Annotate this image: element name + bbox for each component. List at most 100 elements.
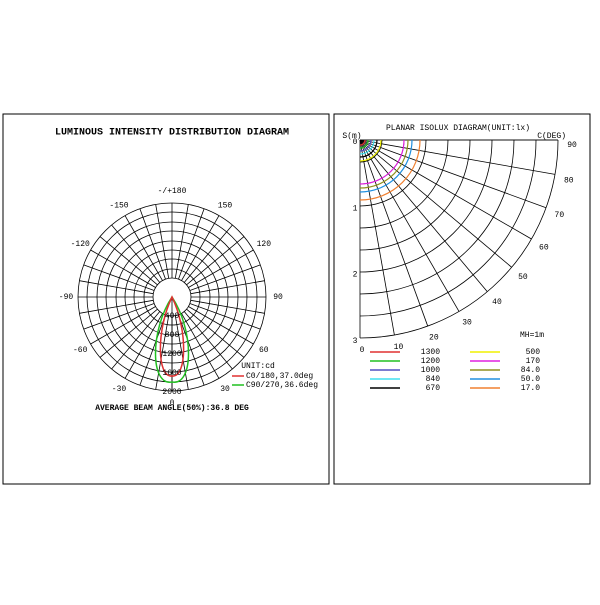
spoke — [111, 224, 161, 283]
angle-label: -30 — [112, 385, 127, 394]
angle-label: -150 — [109, 201, 128, 210]
spoke — [174, 315, 189, 390]
arc — [359, 139, 449, 229]
isolux-curve — [359, 139, 378, 158]
legend-label: C90/270,36.6deg — [246, 381, 318, 390]
spoke — [359, 139, 532, 240]
isolux-curve — [359, 139, 421, 201]
spoke — [178, 208, 205, 280]
isolux-curve — [359, 139, 372, 152]
spoke — [190, 299, 265, 314]
angle-label: 30 — [220, 385, 230, 394]
spoke — [359, 139, 556, 175]
curve-c0 — [159, 295, 185, 377]
spoke — [124, 313, 163, 379]
radial-label: 2000 — [162, 388, 181, 397]
spoke — [186, 308, 245, 358]
angle-label: -60 — [73, 346, 88, 355]
spoke — [186, 236, 245, 286]
distance-label: 0 — [353, 138, 358, 147]
spoke — [359, 139, 395, 336]
legend-label: 500 — [526, 348, 541, 357]
angle-label: 120 — [257, 240, 272, 249]
spoke — [139, 314, 166, 386]
angle-label: 150 — [218, 201, 233, 210]
beam-angle: AVERAGE BEAM ANGLE(50%):36.8 DEG — [95, 404, 249, 413]
legend-label: 1200 — [421, 357, 440, 366]
spoke — [183, 311, 233, 370]
polar-grid — [77, 202, 267, 392]
spoke — [359, 139, 547, 209]
spoke — [359, 139, 429, 327]
angle-label: 10 — [394, 343, 404, 352]
arc — [359, 139, 383, 163]
spoke — [124, 215, 163, 281]
spoke — [99, 236, 158, 286]
left-panel — [2, 113, 330, 485]
legend-label: 50.0 — [521, 375, 540, 384]
polar-title: LUMINOUS INTENSITY DISTRIBUTION DIAGRAM — [55, 128, 289, 139]
radial-label: 800 — [165, 331, 180, 340]
radial-label: 1600 — [162, 369, 181, 378]
unit-label: UNIT:cd — [241, 362, 275, 371]
radial-label: 400 — [165, 312, 180, 321]
radial-label: 1200 — [162, 350, 181, 359]
angle-label: 90 — [273, 293, 283, 302]
distance-label: 1 — [353, 204, 358, 213]
legend-label: 840 — [426, 375, 441, 384]
angle-label: -/+180 — [158, 187, 187, 196]
angle-label: -120 — [71, 240, 90, 249]
isolux-grid — [359, 139, 559, 339]
arc — [359, 139, 471, 251]
s-axis-label: S(m) — [342, 132, 361, 141]
spoke — [181, 313, 220, 379]
spoke — [188, 306, 254, 345]
spoke — [90, 306, 156, 345]
angle-label: 50 — [518, 273, 528, 282]
spoke — [83, 303, 155, 330]
legend-label: 1300 — [421, 348, 440, 357]
isolux-curve — [359, 139, 382, 162]
isolux-curve — [359, 139, 405, 185]
angle-label: 0 — [360, 346, 365, 355]
spoke — [79, 280, 154, 295]
spoke — [189, 303, 261, 330]
spoke — [155, 204, 170, 279]
spoke — [174, 204, 189, 279]
angle-label: 60 — [539, 244, 549, 253]
curve-c90 — [154, 295, 190, 383]
angle-label: 90 — [567, 141, 577, 150]
spoke — [359, 139, 512, 268]
angle-label: 70 — [555, 211, 565, 220]
c-axis-label: C(DEG) — [537, 132, 566, 141]
isolux-curve — [359, 139, 409, 189]
mounting-height: MH=1m — [520, 331, 544, 340]
angle-label: 30 — [462, 319, 472, 328]
spoke — [359, 139, 460, 312]
isolux-curve — [359, 139, 413, 193]
legend-label: 84.0 — [521, 366, 540, 375]
legend-label: 1000 — [421, 366, 440, 375]
distance-label: 3 — [353, 337, 358, 346]
arc — [359, 139, 427, 207]
spoke — [189, 264, 261, 291]
right-panel — [333, 113, 591, 485]
isolux-title: PLANAR ISOLUX DIAGRAM(UNIT:lx) — [386, 124, 530, 133]
legend-label: C0/180,37.0deg — [246, 372, 313, 381]
angle-label: 40 — [492, 298, 502, 307]
spoke — [190, 280, 265, 295]
angle-label: 60 — [259, 346, 269, 355]
angle-label: -90 — [59, 293, 74, 302]
angle-label: 80 — [564, 177, 574, 186]
spoke — [181, 215, 220, 281]
spoke — [183, 224, 233, 283]
spoke — [83, 264, 155, 291]
spoke — [359, 139, 488, 292]
spoke — [155, 315, 170, 390]
legend-label: 170 — [526, 357, 541, 366]
spoke — [111, 311, 161, 370]
arc — [359, 139, 559, 339]
spoke — [90, 249, 156, 288]
spoke — [99, 308, 158, 358]
distance-label: 2 — [353, 271, 358, 280]
